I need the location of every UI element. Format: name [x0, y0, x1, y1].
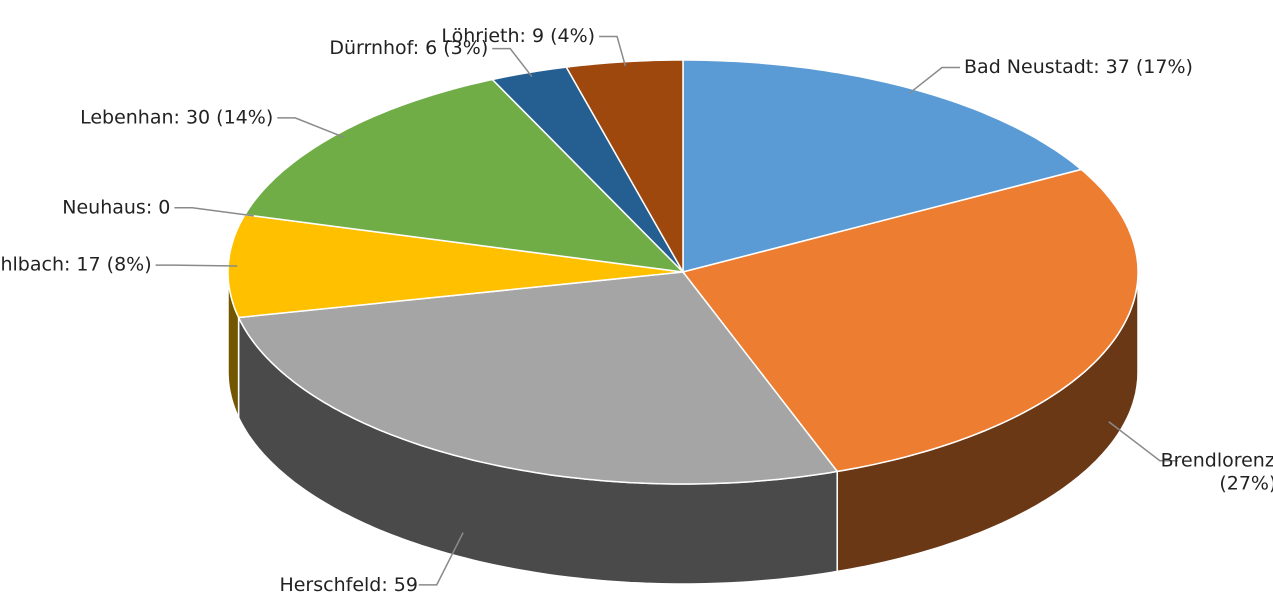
data-label-line: Brendlorenzen: 60: [1161, 449, 1273, 471]
data-label: Mühlbach: 17 (8%): [0, 254, 152, 276]
data-label: Brendlorenzen: 60(27%): [1161, 449, 1273, 494]
data-label: Lebenhan: 30 (14%): [80, 106, 273, 128]
data-label: Löhrieth: 9 (4%): [441, 25, 595, 47]
data-label-line: (27%): [320, 596, 377, 598]
leader-line: [155, 264, 238, 267]
data-label: Neuhaus: 0: [62, 196, 170, 218]
data-label-line: (27%): [1219, 472, 1273, 494]
leader-line: [277, 117, 345, 138]
data-label: Dürrnhof: 6 (3%): [329, 37, 488, 59]
slice: [237, 271, 839, 485]
data-label-line: Herschfeld: 59: [279, 573, 418, 595]
data-label: Herschfeld: 59(27%): [279, 573, 418, 598]
leader-line: [492, 47, 533, 78]
leader-line: [174, 207, 254, 217]
data-label: Bad Neustadt: 37 (17%): [964, 56, 1193, 78]
leader-line: [418, 532, 464, 586]
leader-line: [909, 66, 961, 94]
slice: [681, 168, 1139, 473]
leader-line: [1108, 421, 1178, 462]
leader-line: [599, 35, 627, 67]
